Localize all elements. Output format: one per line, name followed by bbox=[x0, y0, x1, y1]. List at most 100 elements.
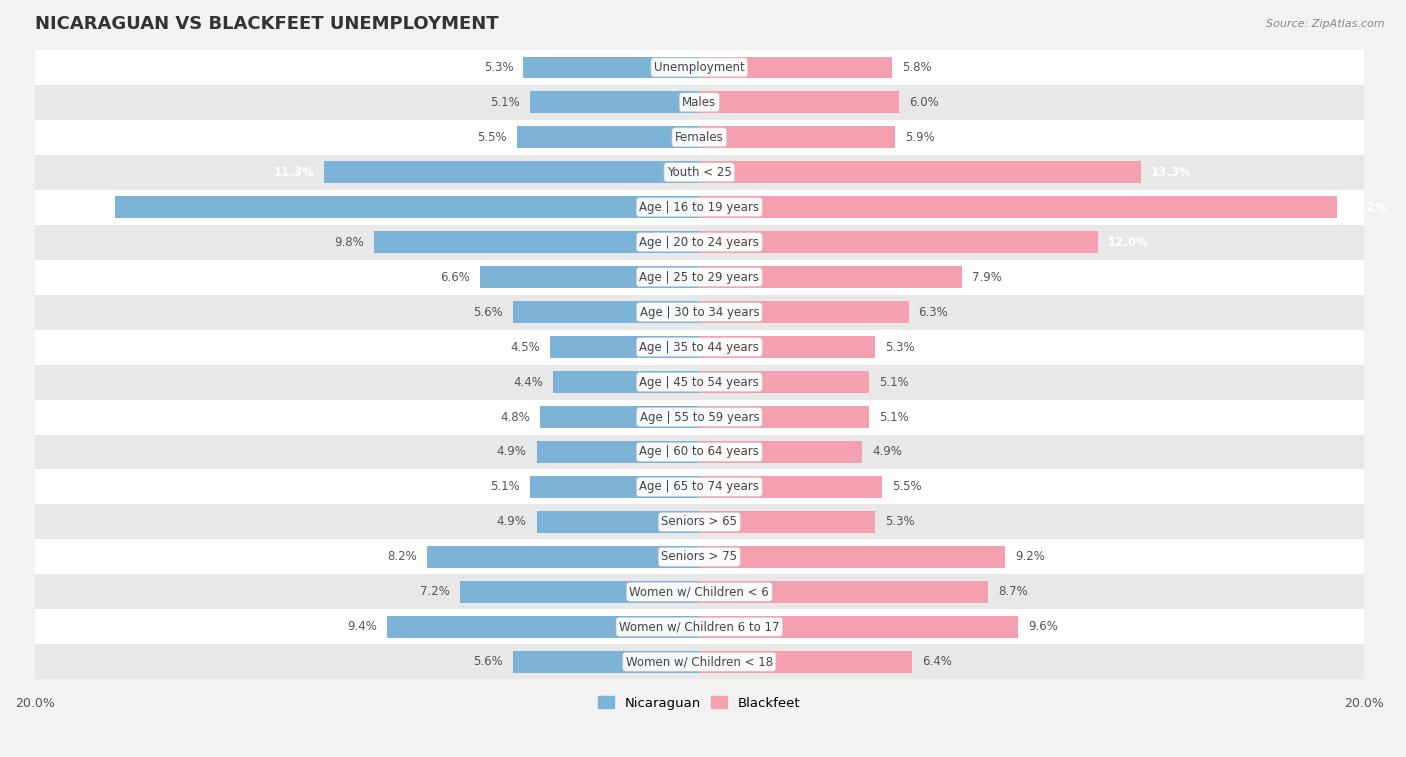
Text: 4.5%: 4.5% bbox=[510, 341, 540, 354]
Text: Unemployment: Unemployment bbox=[654, 61, 745, 74]
Bar bbox=[387, 616, 699, 637]
Bar bbox=[540, 407, 699, 428]
Bar bbox=[699, 441, 862, 463]
Text: 4.9%: 4.9% bbox=[496, 445, 527, 459]
Bar bbox=[699, 336, 876, 358]
Text: Seniors > 65: Seniors > 65 bbox=[661, 516, 737, 528]
Text: 5.1%: 5.1% bbox=[491, 481, 520, 494]
Bar bbox=[550, 336, 699, 358]
Bar bbox=[427, 546, 699, 568]
Bar bbox=[699, 371, 869, 393]
Text: Age | 16 to 19 years: Age | 16 to 19 years bbox=[640, 201, 759, 213]
Text: Seniors > 75: Seniors > 75 bbox=[661, 550, 737, 563]
Bar bbox=[699, 196, 1337, 218]
Text: NICARAGUAN VS BLACKFEET UNEMPLOYMENT: NICARAGUAN VS BLACKFEET UNEMPLOYMENT bbox=[35, 15, 499, 33]
Text: Age | 55 to 59 years: Age | 55 to 59 years bbox=[640, 410, 759, 423]
Text: 5.6%: 5.6% bbox=[474, 306, 503, 319]
Bar bbox=[35, 154, 1364, 190]
Bar bbox=[35, 365, 1364, 400]
Text: Women w/ Children 6 to 17: Women w/ Children 6 to 17 bbox=[619, 620, 779, 634]
Bar bbox=[35, 575, 1364, 609]
Text: 4.4%: 4.4% bbox=[513, 375, 543, 388]
Bar bbox=[35, 435, 1364, 469]
Text: 5.1%: 5.1% bbox=[879, 410, 908, 423]
Bar bbox=[699, 476, 882, 498]
Text: Source: ZipAtlas.com: Source: ZipAtlas.com bbox=[1267, 19, 1385, 29]
Bar bbox=[699, 161, 1142, 183]
Text: Age | 20 to 24 years: Age | 20 to 24 years bbox=[640, 235, 759, 249]
Bar bbox=[460, 581, 699, 603]
Text: 7.2%: 7.2% bbox=[420, 585, 450, 598]
Bar bbox=[35, 609, 1364, 644]
Bar bbox=[516, 126, 699, 148]
Bar bbox=[35, 85, 1364, 120]
Text: Women w/ Children < 6: Women w/ Children < 6 bbox=[630, 585, 769, 598]
Bar bbox=[35, 329, 1364, 365]
Text: 12.0%: 12.0% bbox=[1108, 235, 1149, 249]
Bar bbox=[699, 616, 1018, 637]
Text: Age | 45 to 54 years: Age | 45 to 54 years bbox=[640, 375, 759, 388]
Text: 5.5%: 5.5% bbox=[477, 131, 506, 144]
Bar bbox=[530, 476, 699, 498]
Text: 11.3%: 11.3% bbox=[273, 166, 314, 179]
Bar bbox=[35, 400, 1364, 435]
Bar bbox=[35, 469, 1364, 504]
Text: Males: Males bbox=[682, 96, 717, 109]
Text: Women w/ Children < 18: Women w/ Children < 18 bbox=[626, 656, 773, 668]
Text: 6.0%: 6.0% bbox=[908, 96, 938, 109]
Text: 9.8%: 9.8% bbox=[335, 235, 364, 249]
Text: 5.8%: 5.8% bbox=[903, 61, 932, 74]
Text: 19.2%: 19.2% bbox=[1347, 201, 1388, 213]
Text: Age | 35 to 44 years: Age | 35 to 44 years bbox=[640, 341, 759, 354]
Bar bbox=[523, 57, 699, 78]
Text: 5.3%: 5.3% bbox=[886, 341, 915, 354]
Text: 5.1%: 5.1% bbox=[879, 375, 908, 388]
Text: 17.6%: 17.6% bbox=[63, 201, 104, 213]
Text: 4.8%: 4.8% bbox=[501, 410, 530, 423]
Bar bbox=[35, 50, 1364, 85]
Text: 5.3%: 5.3% bbox=[484, 61, 513, 74]
Bar bbox=[479, 266, 699, 288]
Legend: Nicaraguan, Blackfeet: Nicaraguan, Blackfeet bbox=[593, 691, 806, 715]
Bar bbox=[35, 120, 1364, 154]
Text: 9.2%: 9.2% bbox=[1015, 550, 1045, 563]
Bar bbox=[699, 301, 908, 323]
Text: 9.4%: 9.4% bbox=[347, 620, 377, 634]
Text: 9.6%: 9.6% bbox=[1028, 620, 1059, 634]
Bar bbox=[35, 504, 1364, 540]
Bar bbox=[537, 511, 699, 533]
Text: Age | 30 to 34 years: Age | 30 to 34 years bbox=[640, 306, 759, 319]
Text: 13.3%: 13.3% bbox=[1152, 166, 1192, 179]
Bar bbox=[323, 161, 699, 183]
Text: Age | 25 to 29 years: Age | 25 to 29 years bbox=[640, 271, 759, 284]
Bar bbox=[513, 651, 699, 673]
Text: 4.9%: 4.9% bbox=[496, 516, 527, 528]
Bar bbox=[35, 644, 1364, 679]
Text: Females: Females bbox=[675, 131, 724, 144]
Text: Age | 65 to 74 years: Age | 65 to 74 years bbox=[640, 481, 759, 494]
Bar bbox=[553, 371, 699, 393]
Bar bbox=[35, 225, 1364, 260]
Text: Youth < 25: Youth < 25 bbox=[666, 166, 731, 179]
Text: 5.1%: 5.1% bbox=[491, 96, 520, 109]
Bar bbox=[699, 546, 1005, 568]
Bar bbox=[699, 651, 912, 673]
Bar bbox=[699, 126, 896, 148]
Text: Age | 60 to 64 years: Age | 60 to 64 years bbox=[640, 445, 759, 459]
Bar bbox=[699, 581, 988, 603]
Text: 4.9%: 4.9% bbox=[872, 445, 903, 459]
Bar bbox=[537, 441, 699, 463]
Bar bbox=[699, 266, 962, 288]
Bar bbox=[699, 92, 898, 113]
Bar bbox=[374, 232, 699, 253]
Text: 5.5%: 5.5% bbox=[891, 481, 922, 494]
Bar bbox=[513, 301, 699, 323]
Bar bbox=[35, 260, 1364, 294]
Text: 7.9%: 7.9% bbox=[972, 271, 1001, 284]
Bar bbox=[699, 407, 869, 428]
Text: 5.9%: 5.9% bbox=[905, 131, 935, 144]
Text: 5.6%: 5.6% bbox=[474, 656, 503, 668]
Bar bbox=[35, 540, 1364, 575]
Text: 6.3%: 6.3% bbox=[918, 306, 948, 319]
Bar bbox=[699, 232, 1098, 253]
